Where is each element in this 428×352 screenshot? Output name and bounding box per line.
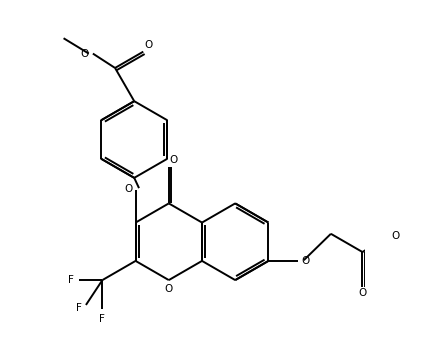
Text: O: O bbox=[391, 231, 400, 241]
Text: F: F bbox=[68, 275, 74, 285]
Text: O: O bbox=[358, 288, 366, 298]
Text: F: F bbox=[76, 303, 82, 313]
Text: O: O bbox=[145, 40, 153, 50]
Text: O: O bbox=[169, 155, 178, 165]
Text: O: O bbox=[165, 283, 173, 294]
Text: O: O bbox=[80, 49, 89, 58]
Text: O: O bbox=[124, 184, 132, 194]
Text: O: O bbox=[302, 256, 310, 266]
Text: F: F bbox=[99, 314, 105, 324]
